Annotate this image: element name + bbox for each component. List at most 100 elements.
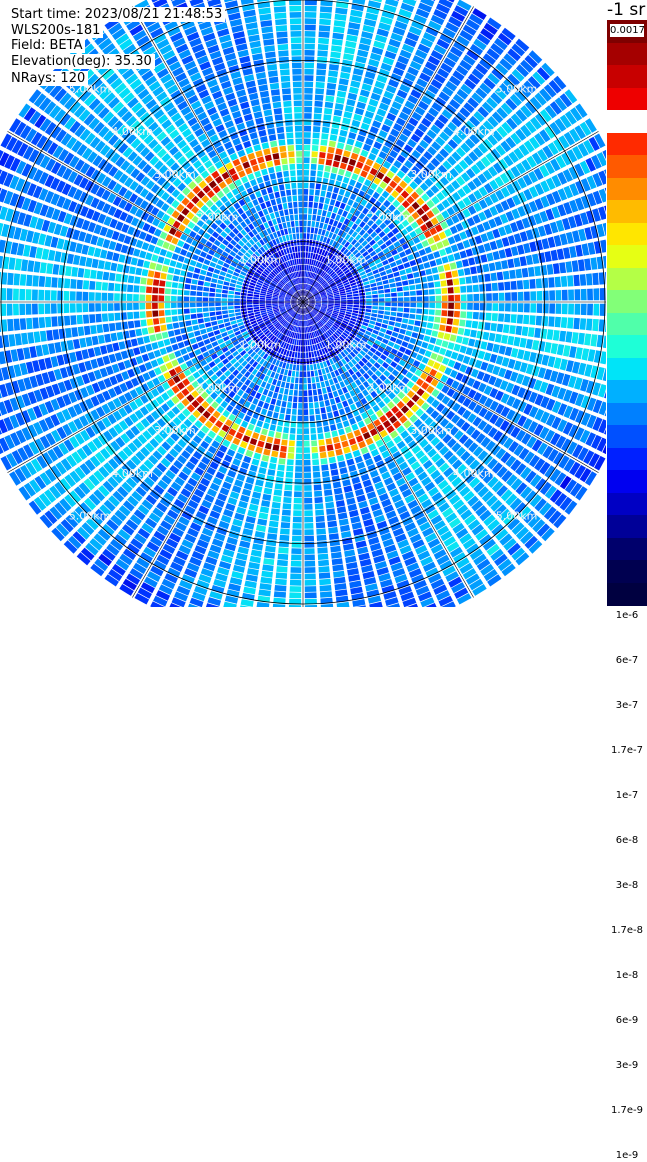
range-gate-cell	[333, 220, 338, 227]
range-gate-cell	[304, 397, 308, 403]
range-gate-cell	[165, 310, 171, 316]
range-gate-cell	[555, 277, 561, 288]
range-gate-cell	[569, 246, 577, 258]
range-gate-cell	[321, 382, 326, 388]
range-gate-cell	[327, 185, 333, 192]
range-gate-cell	[354, 429, 361, 436]
range-gate-cell	[313, 126, 320, 132]
range-gate-cell	[543, 291, 549, 301]
range-gate-cell	[341, 531, 351, 538]
range-gate-cell	[153, 318, 159, 325]
range-gate-cell	[306, 252, 308, 258]
range-gate-cell	[404, 336, 411, 342]
range-gate-cell	[304, 498, 312, 504]
range-gate-cell	[194, 349, 201, 356]
range-gate-cell	[205, 356, 212, 363]
range-gate-cell	[480, 341, 487, 350]
range-gate-cell	[307, 378, 311, 384]
range-gate-cell	[115, 274, 122, 282]
range-gate-cell	[191, 314, 197, 319]
range-gate-cell	[335, 583, 347, 590]
range-gate-cell	[345, 105, 354, 112]
range-gate-cell	[324, 108, 332, 115]
range-gate-cell	[467, 285, 473, 292]
range-gate-cell	[319, 401, 324, 407]
range-gate-cell	[584, 334, 591, 346]
range-gate-cell	[64, 303, 70, 313]
range-gate-cell	[229, 313, 235, 317]
range-gate-cell	[267, 410, 273, 417]
range-gate-cell	[304, 170, 309, 176]
range-gate-cell	[260, 306, 266, 308]
range-gate-cell	[320, 585, 332, 592]
range-gate-cell	[36, 345, 43, 357]
range-gate-cell	[304, 409, 309, 415]
range-gate-cell	[308, 214, 312, 220]
range-gate-cell	[388, 353, 395, 360]
range-gate-cell	[345, 205, 351, 212]
range-gate-cell	[241, 299, 247, 302]
range-gate-cell	[256, 525, 266, 532]
range-gate-cell	[317, 50, 327, 56]
range-gate-cell	[425, 329, 432, 335]
range-gate-cell	[416, 243, 423, 250]
range-gate-cell	[173, 323, 180, 329]
range-gate-cell	[211, 353, 218, 360]
range-gate-cell	[433, 274, 440, 280]
range-gate-cell	[325, 496, 334, 503]
range-gate-cell	[344, 379, 350, 386]
range-gate-cell	[202, 334, 209, 340]
range-gate-cell	[397, 292, 403, 296]
range-gate-cell	[290, 428, 296, 434]
range-gate-cell	[357, 204, 364, 211]
range-gate-cell	[110, 333, 117, 342]
range-gate-cell	[436, 303, 442, 309]
range-gate-cell	[305, 44, 315, 50]
range-gate-cell	[166, 281, 172, 287]
range-gate-cell	[305, 37, 316, 43]
range-gate-cell	[556, 290, 562, 300]
range-gate-cell	[350, 587, 363, 595]
range-gate-cell	[407, 325, 414, 331]
range-gate-cell	[429, 309, 435, 315]
range-gate-cell	[407, 273, 414, 279]
range-gate-cell	[333, 207, 339, 214]
range-gate-cell	[317, 209, 322, 215]
range-gate-cell	[385, 358, 392, 365]
range-gate-cell	[387, 274, 393, 279]
range-gate-cell	[304, 460, 311, 466]
range-gate-cell	[67, 340, 74, 350]
range-gate-cell	[390, 262, 397, 268]
range-gate-cell	[416, 315, 422, 320]
range-gate-cell	[334, 443, 341, 450]
range-gate-cell	[219, 343, 226, 349]
range-gate-cell	[309, 352, 312, 358]
range-gate-cell	[342, 387, 348, 394]
range-gate-cell	[264, 488, 273, 495]
range-gate-cell	[344, 550, 355, 557]
range-gate-cell	[168, 330, 175, 337]
range-gate-cell	[234, 295, 240, 298]
range-gate-cell	[304, 454, 310, 460]
range-gate-cell	[274, 591, 286, 598]
range-gate-cell	[409, 285, 415, 290]
range-gate-cell	[332, 558, 343, 565]
range-gate-cell	[304, 151, 310, 157]
range-gate-cell	[348, 22, 360, 30]
range-gate-cell	[431, 330, 438, 337]
range-gate-cell	[285, 415, 290, 421]
range-gate-cell	[404, 303, 410, 307]
range-gate-cell	[551, 343, 558, 354]
range-gate-cell	[593, 288, 599, 300]
range-gate-cell	[578, 259, 585, 271]
range-gate-cell	[439, 348, 446, 355]
range-gate-cell	[340, 435, 347, 442]
range-gate-cell	[117, 332, 124, 340]
range-gate-cell	[159, 310, 165, 316]
range-gate-cell	[322, 388, 327, 394]
range-gate-cell	[77, 315, 83, 324]
range-gate-cell	[413, 272, 420, 278]
range-gate-cell	[133, 285, 139, 292]
range-gate-cell	[304, 195, 308, 201]
range-gate-cell	[365, 288, 371, 292]
